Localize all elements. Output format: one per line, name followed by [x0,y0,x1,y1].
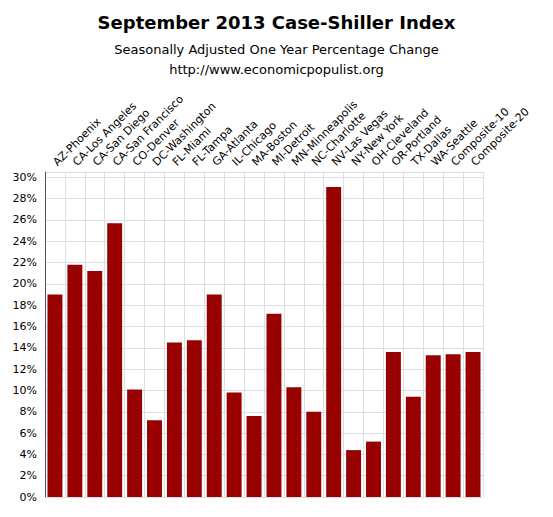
svg-text:24%: 24% [13,235,37,248]
svg-text:28%: 28% [13,192,37,205]
svg-text:NC-Charlotte: NC-Charlotte [309,109,369,169]
svg-text:OH-Cleveland: OH-Cleveland [368,106,432,169]
svg-text:30%: 30% [13,171,37,184]
svg-text:10%: 10% [13,384,37,397]
svg-text:FL-Tampa: FL-Tampa [189,123,236,169]
svg-text:September 2013 Case-Shiller In: September 2013 Case-Shiller Index [98,12,456,33]
svg-text:CA-Los Angeles: CA-Los Angeles [70,99,140,169]
svg-text:AZ-Phoenix: AZ-Phoenix [50,115,104,169]
svg-text:CO-Denver: CO-Denver [130,116,182,169]
svg-text:MA-Boston: MA-Boston [249,118,300,169]
svg-text:WA-Seattle: WA-Seattle [428,116,481,169]
svg-text:CA-San Francisco: CA-San Francisco [110,92,186,169]
svg-text:MI-Detroit: MI-Detroit [269,120,318,169]
svg-text:14%: 14% [13,341,37,354]
svg-text:IL-Chicago: IL-Chicago [229,118,280,169]
svg-text:20%: 20% [13,277,37,290]
svg-text:18%: 18% [13,299,37,312]
svg-text:26%: 26% [13,213,37,226]
svg-text:8%: 8% [20,405,37,418]
svg-text:Composite-20: Composite-20 [468,105,531,168]
svg-text:MN-Minneapolis: MN-Minneapolis [289,97,361,169]
svg-text:CA-San Diego: CA-San Diego [90,106,153,169]
svg-text:DC-Washington: DC-Washington [149,99,219,169]
svg-text:2%: 2% [20,469,37,482]
svg-text:16%: 16% [13,320,37,333]
svg-text:Seasonally Adjusted One Year P: Seasonally Adjusted One Year Percentage … [114,42,439,57]
svg-text:OR-Portland: OR-Portland [388,113,445,169]
svg-text:Composite-10: Composite-10 [448,105,512,169]
svg-text:12%: 12% [13,363,37,376]
svg-text:22%: 22% [13,256,37,269]
svg-text:NY-New York: NY-New York [349,111,407,169]
svg-text:GA-Atlanta: GA-Atlanta [209,117,261,169]
svg-text:0%: 0% [20,491,37,504]
svg-text:6%: 6% [20,427,37,440]
svg-text:4%: 4% [20,448,37,461]
svg-text:http://www.economicpopulist.or: http://www.economicpopulist.org [169,62,384,77]
svg-text:FL-Miami: FL-Miami [169,124,214,169]
svg-text:TX-Dallas: TX-Dallas [408,123,455,169]
svg-text:NV-Las Vegas: NV-Las Vegas [329,107,391,169]
